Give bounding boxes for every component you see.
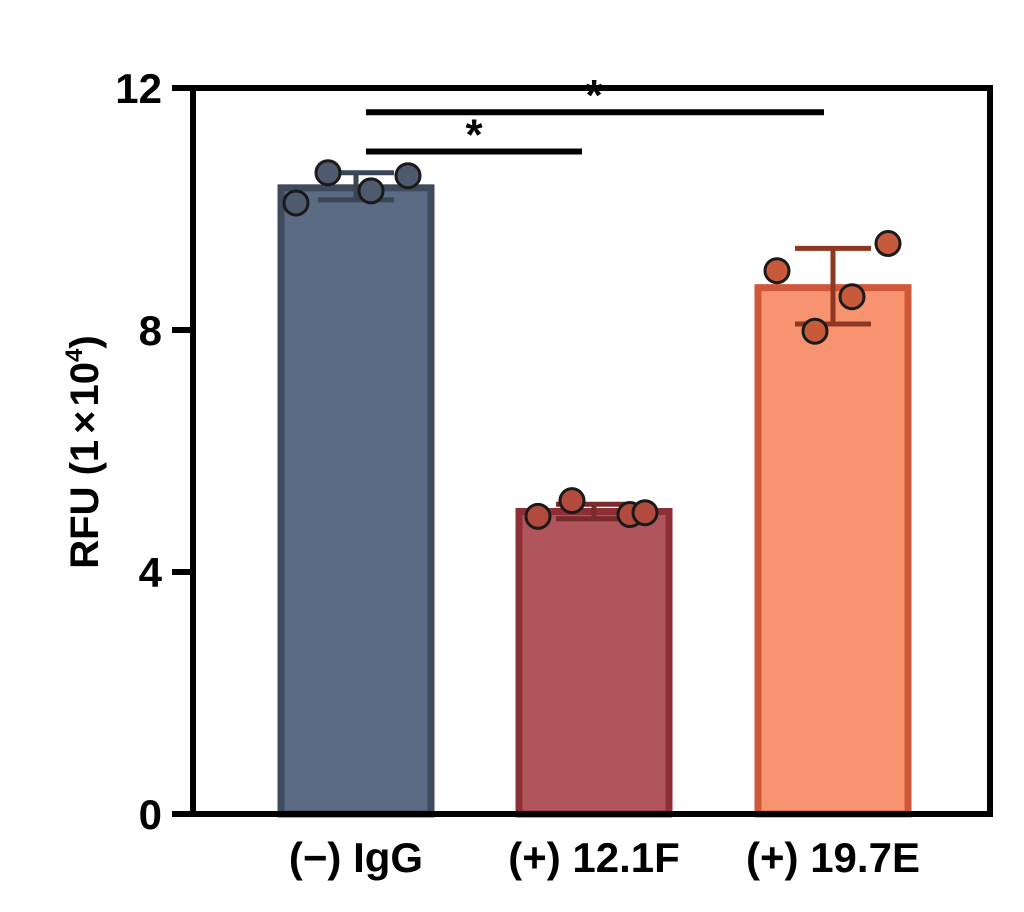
data-point-0-1 <box>314 159 342 187</box>
x-tick-label-0: (−) IgG <box>289 834 423 881</box>
x-tick-label-2: (+) 19.7E <box>746 834 920 881</box>
data-point-2-2 <box>838 283 866 311</box>
data-point-2-3 <box>874 229 902 257</box>
data-point-2-0 <box>763 257 791 285</box>
data-points <box>282 159 902 530</box>
significance-star-1: * <box>585 71 603 120</box>
y-axis-label-exponent: 4 <box>61 348 88 362</box>
x-tick-label-1: (+) 12.1F <box>508 834 680 881</box>
y-axis-label-ten: 10 <box>63 362 107 407</box>
y-axis-label-main: RFU (1 <box>63 440 107 569</box>
data-point-2-1 <box>801 317 829 345</box>
data-point-1-3 <box>631 499 659 527</box>
y-tick-label-4: 4 <box>139 549 163 596</box>
y-axis-label: RFU (1 × 104) <box>61 335 107 568</box>
bar-1 <box>515 508 673 818</box>
bar-0 <box>277 184 435 818</box>
plot-frame <box>190 85 993 817</box>
x-tick-labels: (−) IgG (+) 12.1F (+) 19.7E <box>289 834 920 881</box>
significance-brackets: ** <box>366 71 824 160</box>
y-axis-label-close: ) <box>63 335 107 348</box>
y-ticks: 0 4 8 12 <box>115 65 193 838</box>
data-point-0-2 <box>357 177 385 205</box>
y-tick-label-0: 0 <box>139 791 162 838</box>
bar-2 <box>754 284 912 818</box>
y-tick-label-8: 8 <box>139 307 162 354</box>
data-point-0-0 <box>282 189 310 217</box>
significance-star-0: * <box>465 111 483 160</box>
data-point-1-1 <box>558 487 586 515</box>
y-axis-label-times: × <box>63 410 107 433</box>
bars <box>277 184 912 818</box>
y-tick-label-12: 12 <box>115 65 162 112</box>
data-point-1-0 <box>524 502 552 530</box>
data-point-0-3 <box>394 162 422 190</box>
